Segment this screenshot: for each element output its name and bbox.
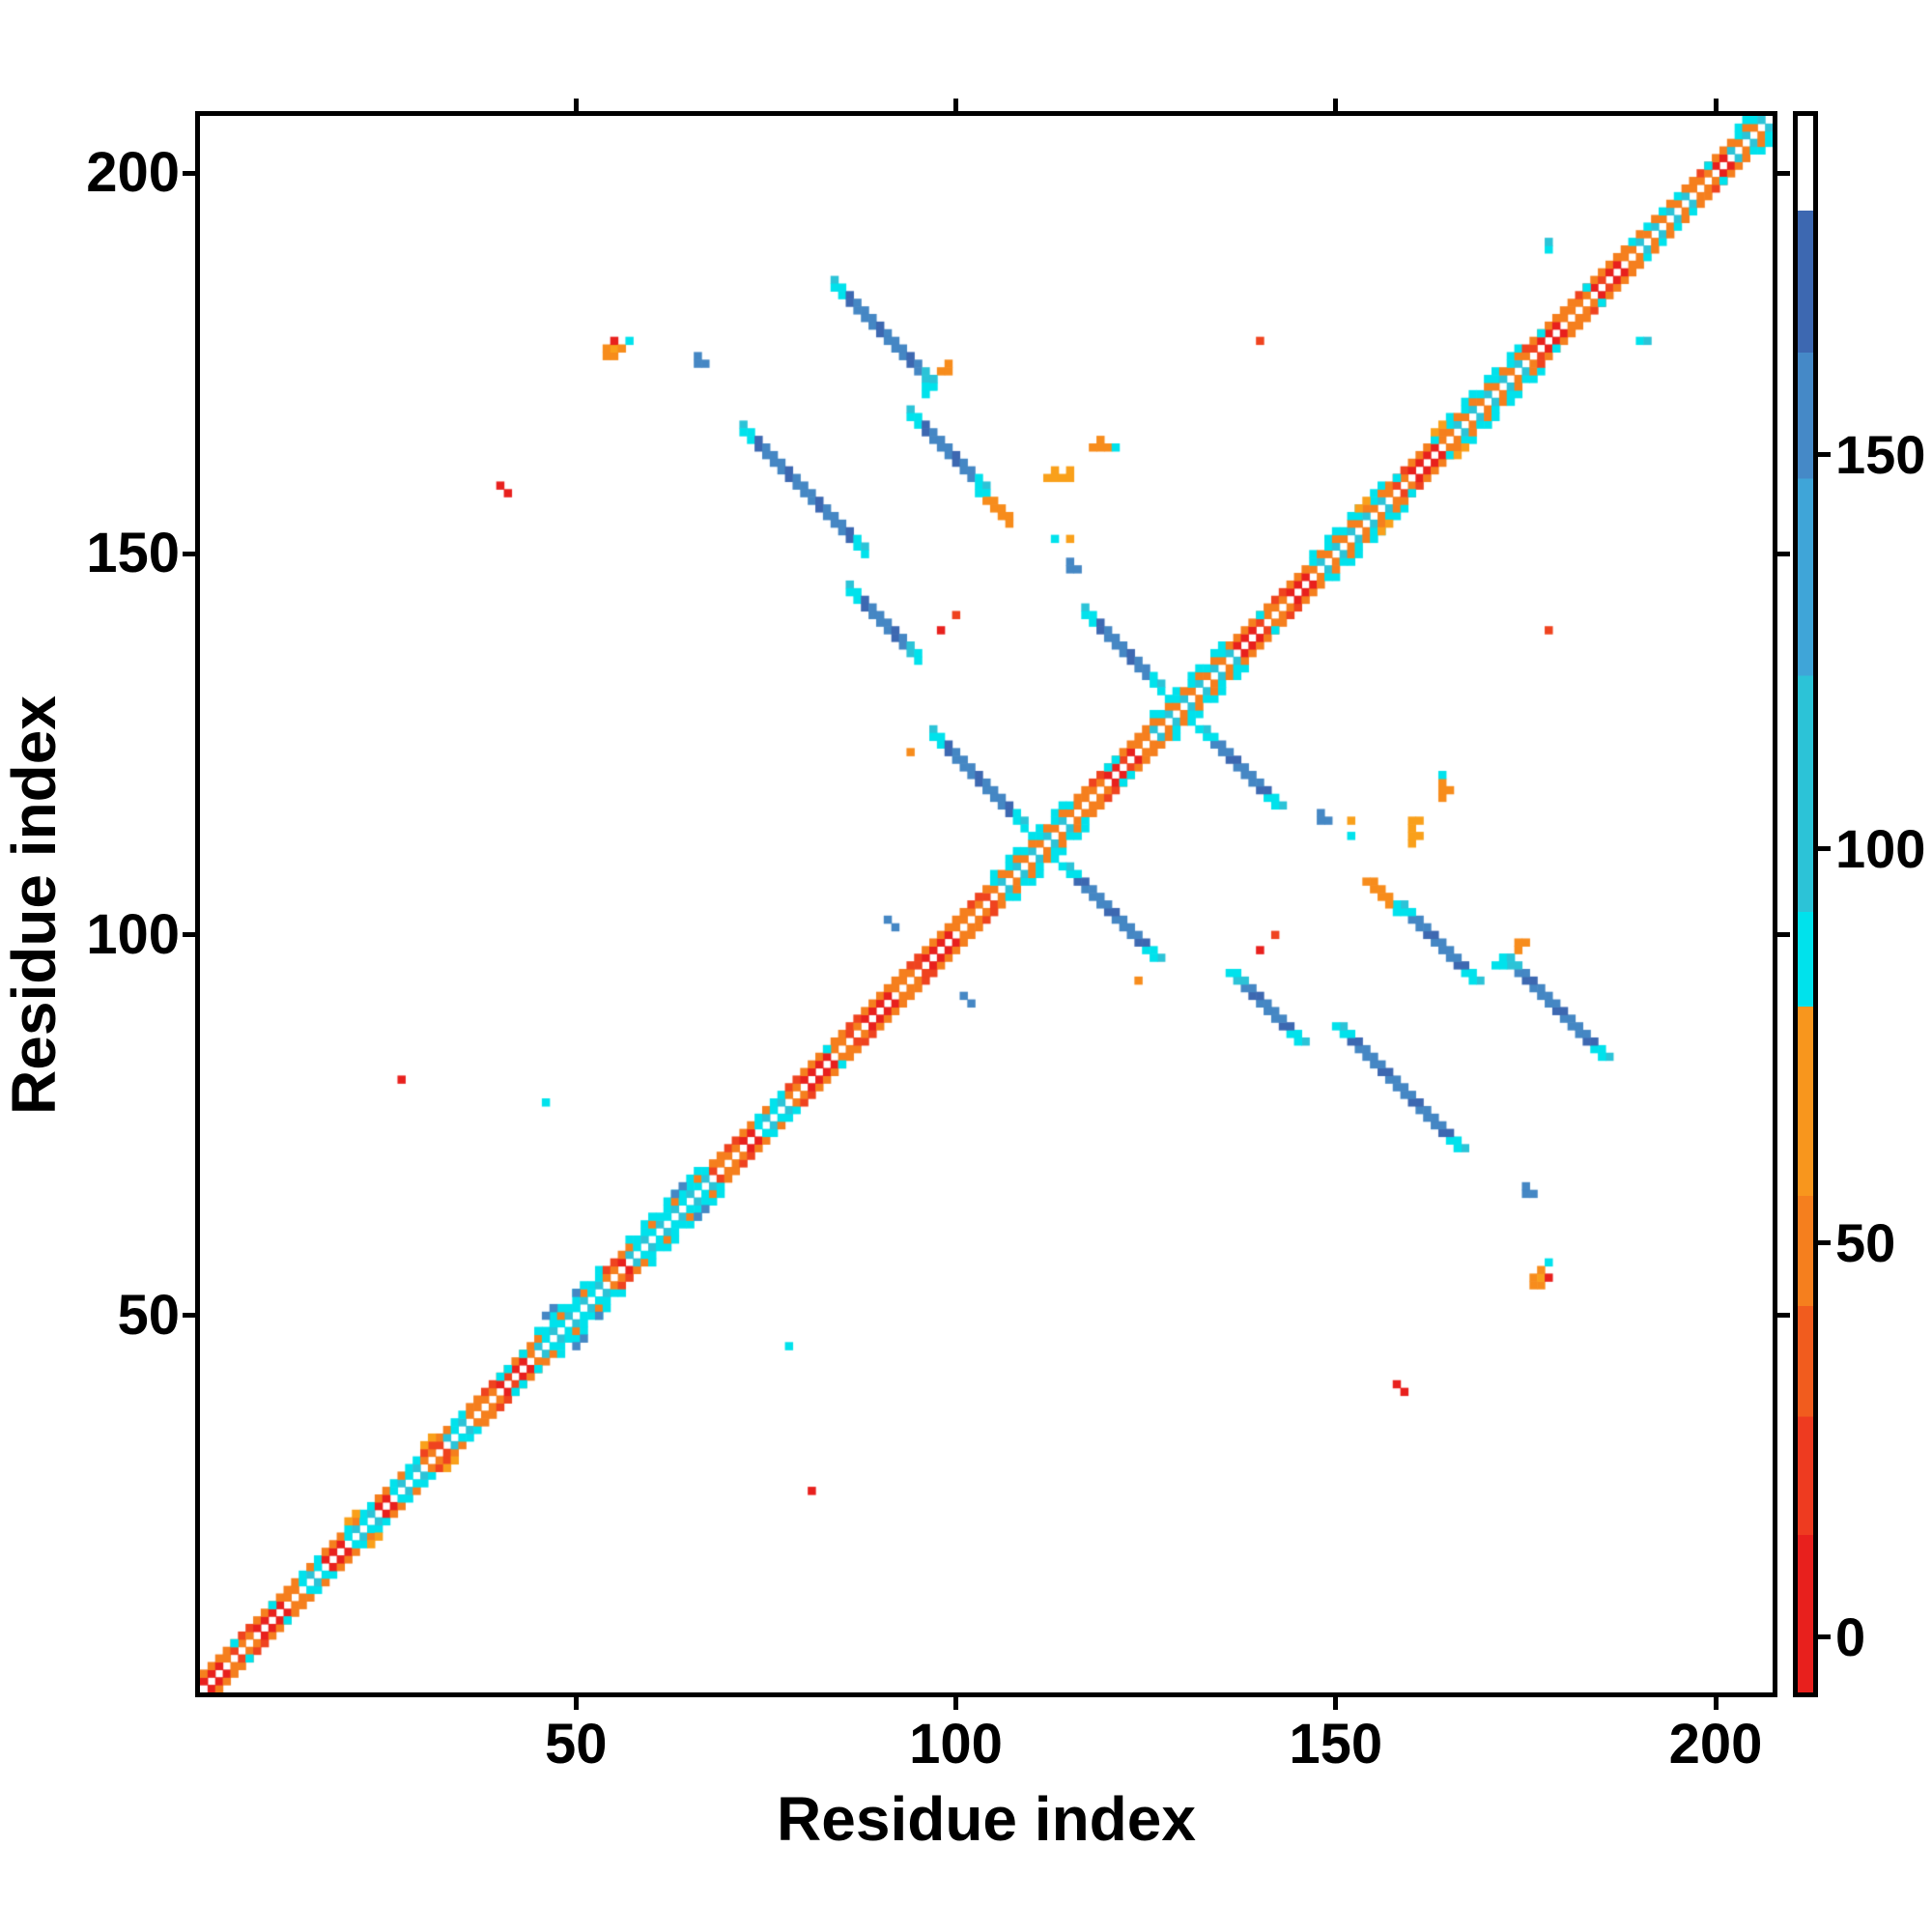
colorbar-tick-mark xyxy=(1818,1634,1831,1640)
x-tick-mark-top xyxy=(573,99,579,111)
y-tick-mark xyxy=(183,170,195,176)
y-tick-mark-right xyxy=(1777,170,1790,176)
y-tick-label: 200 xyxy=(86,141,180,205)
y-tick-label: 150 xyxy=(86,522,180,585)
x-tick-label: 200 xyxy=(1668,1713,1763,1776)
y-tick-label: 100 xyxy=(86,902,180,966)
y-tick-label: 50 xyxy=(117,1283,180,1347)
y-tick-mark xyxy=(183,1313,195,1319)
x-tick-mark-top xyxy=(1713,99,1719,111)
x-tick-mark xyxy=(573,1697,579,1710)
heatmap-canvas xyxy=(200,116,1773,1692)
x-tick-mark-top xyxy=(953,99,959,111)
plot-area xyxy=(195,111,1777,1697)
colorbar-gradient xyxy=(1798,116,1813,1692)
y-tick-mark-right xyxy=(1777,932,1790,938)
x-tick-label: 100 xyxy=(909,1713,1003,1776)
colorbar-tick-mark xyxy=(1818,452,1831,458)
colorbar-tick-label: 0 xyxy=(1835,1605,1866,1667)
y-tick-mark xyxy=(183,932,195,938)
x-tick-label: 150 xyxy=(1289,1713,1383,1776)
y-tick-mark xyxy=(183,551,195,556)
y-tick-mark-right xyxy=(1777,1313,1790,1319)
y-tick-mark-right xyxy=(1777,551,1790,556)
x-tick-mark xyxy=(953,1697,959,1710)
x-tick-mark-top xyxy=(1333,99,1339,111)
colorbar-tick-label: 50 xyxy=(1835,1211,1896,1273)
colorbar-tick-label: 100 xyxy=(1835,817,1926,879)
x-axis-title: Residue index xyxy=(777,1784,1196,1854)
colorbar-tick-mark xyxy=(1818,1240,1831,1246)
x-tick-mark xyxy=(1713,1697,1719,1710)
colorbar-tick-mark xyxy=(1818,846,1831,852)
y-axis-title: Residue index xyxy=(0,696,69,1115)
x-tick-mark xyxy=(1333,1697,1339,1710)
x-tick-label: 50 xyxy=(545,1713,608,1776)
colorbar xyxy=(1793,111,1818,1697)
colorbar-tick-label: 150 xyxy=(1835,423,1926,485)
